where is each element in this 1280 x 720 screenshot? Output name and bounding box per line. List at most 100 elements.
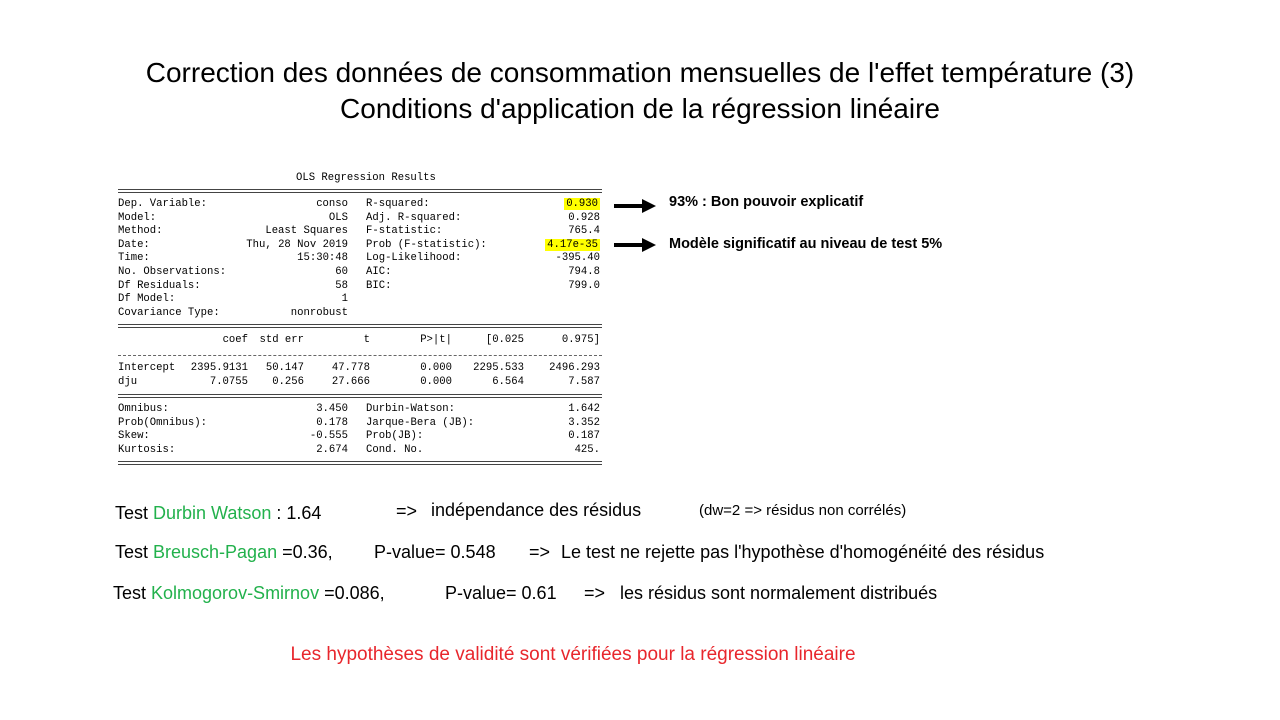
ks-pvalue: P-value= 0.61 [445,583,557,603]
test-name: Durbin Watson [153,503,272,523]
right-arrow-icon [614,238,656,252]
coef-cell: 2295.533 [473,362,524,374]
highlighted-value: 4.17e-35 [545,238,600,251]
stat-value: OLS [328,211,348,224]
coef-column-header: coef [222,334,248,346]
stat-value: 0.178 [316,416,348,429]
prob-annotation: Modèle significatif au niveau de test 5% [669,236,943,252]
stat-label: R-squared: [366,198,430,210]
stat-label: Jarque-Bera (JB): [366,416,475,429]
ols-header: OLS Regression Results [296,172,436,184]
coef-cell: 50.147 [265,362,304,374]
stat-label: F-statistic: [366,225,443,238]
stat-label: Prob(Omnibus): [118,416,208,429]
bp-arrow: => [529,542,551,562]
stat-label: Skew: [118,430,150,443]
test-prefix: Test [115,542,154,562]
coef-column-header: P>|t| [420,334,452,346]
coef-cell: 2395.9131 [190,362,248,374]
coef-cell: 7.587 [568,375,600,388]
ks-arrow: => [584,583,606,603]
stat-label: Time: [118,252,150,265]
stat-label: Method: [118,225,163,238]
ols-results-block: OLS Regression Results Dep. Variable: con… [118,172,604,472]
stat-value: 0.930 [518,198,600,212]
stat-value: 15:30:48 [297,252,348,265]
stat-label: Dep. Variable: [118,198,208,210]
dw-arrow: => [396,501,418,521]
stat-value: 794.8 [568,266,600,278]
coef-column-header: 0.975] [561,334,600,346]
coef-column-header: t [363,334,370,346]
coef-cell: 0.256 [272,375,304,388]
coef-cell: 47.778 [331,362,370,374]
stat-label: Adj. R-squared: [366,211,462,224]
dw-note: (dw=2 => résidus non corrélés) [699,502,907,519]
stat-value: 765.4 [568,225,600,238]
highlighted-value: 0.930 [564,198,600,210]
stat-label: Covariance Type: [118,306,220,319]
stat-label: Df Residuals: [118,279,201,292]
stat-value: -395.40 [555,252,600,265]
stat-value: 799.0 [568,279,600,292]
test-prefix: Test [115,503,154,523]
coef-cell: 2496.293 [549,362,600,374]
coef-column-header: [0.025 [485,334,524,346]
stat-label: Date: [118,238,150,251]
slide-title-line2: Conditions d'application de la régressio… [340,93,940,124]
stat-value: Least Squares [265,225,348,238]
stat-label: Cond. No. [366,443,424,456]
coef-column-header: std err [259,334,304,346]
test-value: =0.36, [277,542,333,562]
rule-double [118,394,602,398]
coef-row-name: dju [118,375,138,388]
coef-row-name: Intercept [118,362,176,374]
stat-label: Df Model: [118,293,176,306]
test-value: =0.086, [319,583,385,603]
bp-result: Le test ne rejette pas l'hypothèse d'hom… [561,542,1045,562]
dw-result: indépendance des résidus [431,500,642,520]
slide-title-line1: Correction des données de consommation m… [145,57,1135,88]
rule-double [118,324,602,328]
stat-value: -0.555 [309,430,348,443]
stat-value: 60 [335,266,348,278]
stat-label: Model: [118,211,157,224]
test-breusch-pagan: Test Breusch-Pagan =0.36, [115,542,333,563]
rule-dashed [118,355,602,356]
rule-double [118,189,602,193]
stat-value: 1 [341,293,348,306]
ks-result: les résidus sont normalement distribués [620,583,938,603]
right-arrow-icon [614,199,656,213]
rule-double [118,461,602,465]
stat-label: Log-Likelihood: [366,252,462,265]
stat-value: 58 [335,279,348,292]
stat-value: 0.187 [568,430,600,443]
coef-cell: 7.0755 [209,375,248,388]
stat-value: conso [316,198,348,210]
stat-label: No. Observations: [118,266,227,278]
stat-label: AIC: [366,266,392,278]
stat-label: Omnibus: [118,403,169,415]
bp-pvalue: P-value= 0.548 [374,542,496,562]
test-prefix: Test [113,583,152,603]
stat-label: Prob (F-statistic): [366,238,487,251]
r-squared-annotation: 93% : Bon pouvoir explicatif [669,194,864,210]
stat-label: BIC: [366,279,392,292]
stat-value: nonrobust [290,306,348,319]
stat-label: Prob(JB): [366,430,424,443]
test-durbin-watson: Test Durbin Watson : 1.64 [115,503,321,524]
coef-cell: 0.000 [420,375,452,388]
stat-value: 3.450 [316,403,348,415]
stat-value: 3.352 [568,416,600,429]
test-kolmogorov-smirnov: Test Kolmogorov-Smirnov =0.086, [113,583,385,604]
test-name: Breusch-Pagan [153,542,278,562]
stat-value: 2.674 [316,443,348,456]
test-name: Kolmogorov-Smirnov [151,583,320,603]
stat-label: Kurtosis: [118,443,176,456]
stat-value: Thu, 28 Nov 2019 [246,238,348,251]
stat-label: Durbin-Watson: [366,403,456,415]
stat-value: 425. [574,443,600,456]
stat-value: 0.928 [568,211,600,224]
stat-value: 4.17e-35 [518,238,600,253]
coef-cell: 6.564 [492,375,524,388]
